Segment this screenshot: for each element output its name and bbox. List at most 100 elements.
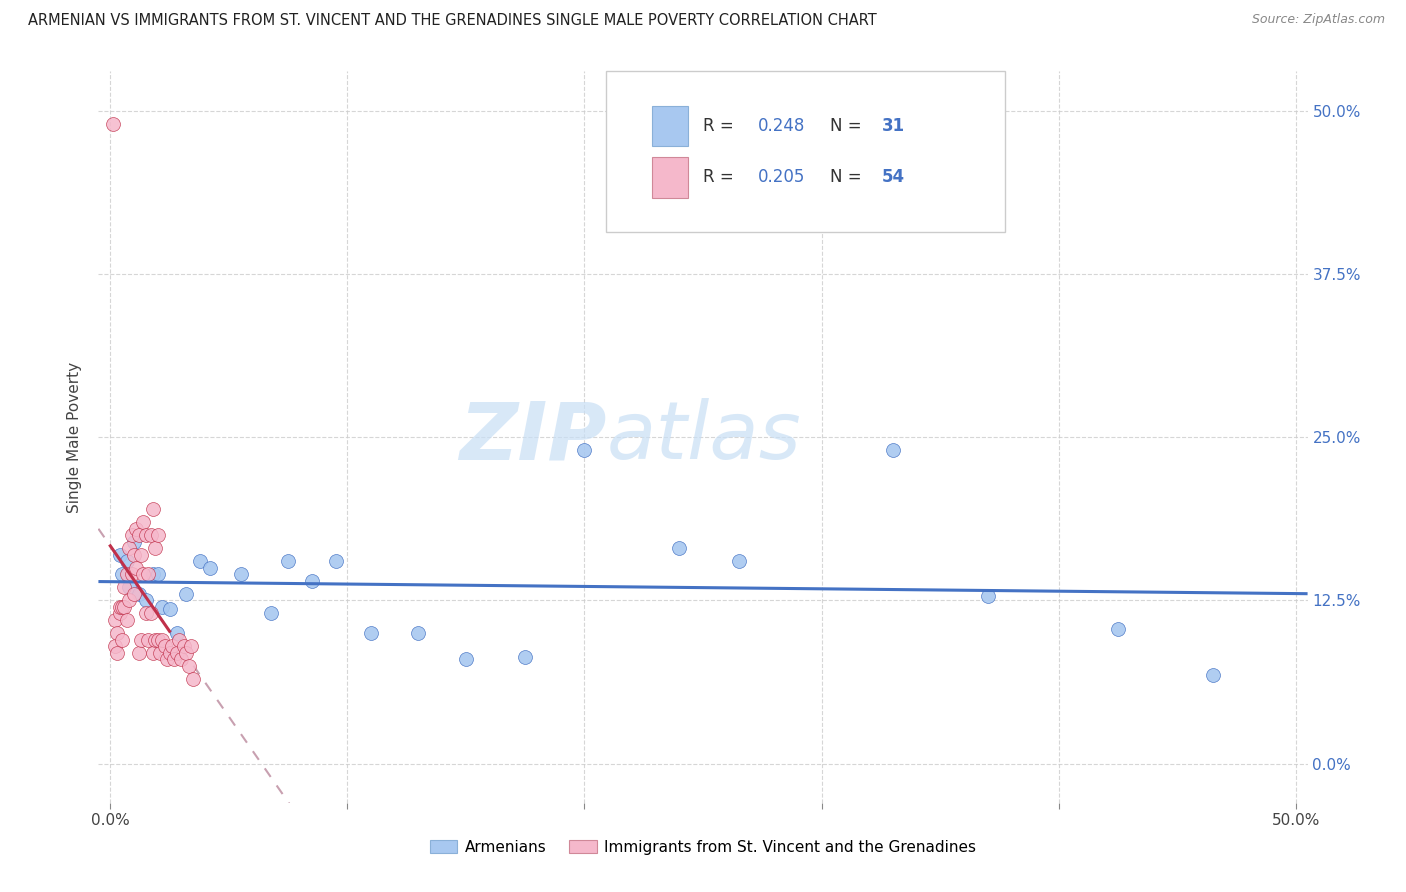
Point [139,528,162,542]
Point [260,607,283,621]
Legend: Armenians, Immigrants from St. Vincent and the Grenadines: Armenians, Immigrants from St. Vincent a… [423,834,983,861]
Y-axis label: Single Male Poverty: Single Male Poverty [67,361,83,513]
Point [152,599,174,614]
Point [146,632,169,647]
Point [177,658,200,673]
Point [115,554,138,568]
Text: R =: R = [703,169,740,186]
Point [180,639,202,653]
Point [146,567,169,582]
Point [125,560,148,574]
Point [128,587,150,601]
Point [111,632,134,647]
Point [142,502,165,516]
Point [125,521,148,535]
Point [114,599,136,614]
Point [136,632,159,647]
Point [146,528,169,542]
Point [301,574,323,588]
FancyBboxPatch shape [652,157,689,197]
Text: Source: ZipAtlas.com: Source: ZipAtlas.com [1251,13,1385,27]
Point [104,613,127,627]
Point [108,599,131,614]
Point [174,587,197,601]
Point [156,652,179,666]
Point [574,443,596,458]
Point [174,646,197,660]
Text: ZIP: ZIP [458,398,606,476]
Point [135,528,157,542]
Point [136,567,159,582]
Point [142,567,165,582]
Point [454,652,477,666]
Point [129,632,152,647]
Point [122,587,145,601]
Point [976,590,998,604]
Point [167,632,190,647]
Point [111,599,134,614]
Point [181,672,204,686]
Point [132,567,155,582]
Point [149,646,172,660]
Point [105,626,128,640]
Point [277,554,299,568]
Text: 31: 31 [882,117,905,136]
Point [173,639,195,653]
Point [135,607,157,621]
Point [1107,622,1129,636]
Point [198,560,221,574]
Point [727,554,749,568]
Text: 54: 54 [882,169,905,186]
Point [104,639,127,653]
Point [132,515,155,529]
Point [115,613,138,627]
Text: N =: N = [830,117,868,136]
Point [325,554,347,568]
Point [121,528,143,542]
Point [129,548,152,562]
Point [114,580,136,594]
Text: 0.205: 0.205 [758,169,804,186]
Point [115,567,138,582]
FancyBboxPatch shape [606,71,1005,232]
Point [128,528,150,542]
Point [128,646,150,660]
Point [159,646,181,660]
Point [118,580,141,594]
Point [1202,667,1225,682]
Point [166,626,188,640]
Point [105,646,128,660]
Point [118,541,141,555]
Point [152,632,174,647]
Text: atlas: atlas [606,398,801,476]
Text: 0.248: 0.248 [758,117,804,136]
Point [515,649,537,664]
Point [882,443,904,458]
Point [190,554,212,568]
Point [143,632,166,647]
Point [121,567,143,582]
Point [159,602,181,616]
Point [101,117,124,131]
Point [163,652,186,666]
Point [170,652,193,666]
Point [122,534,145,549]
Point [360,626,382,640]
Point [108,607,131,621]
Point [166,646,188,660]
Point [118,593,141,607]
Point [139,607,162,621]
Point [668,541,690,555]
Text: ARMENIAN VS IMMIGRANTS FROM ST. VINCENT AND THE GRENADINES SINGLE MALE POVERTY C: ARMENIAN VS IMMIGRANTS FROM ST. VINCENT … [28,13,877,29]
Point [408,626,430,640]
Point [111,567,134,582]
Point [142,646,165,660]
Point [229,567,252,582]
Point [143,541,166,555]
Point [135,593,157,607]
Point [153,639,176,653]
Text: R =: R = [703,117,740,136]
Point [108,548,131,562]
Point [122,548,145,562]
Text: N =: N = [830,169,868,186]
